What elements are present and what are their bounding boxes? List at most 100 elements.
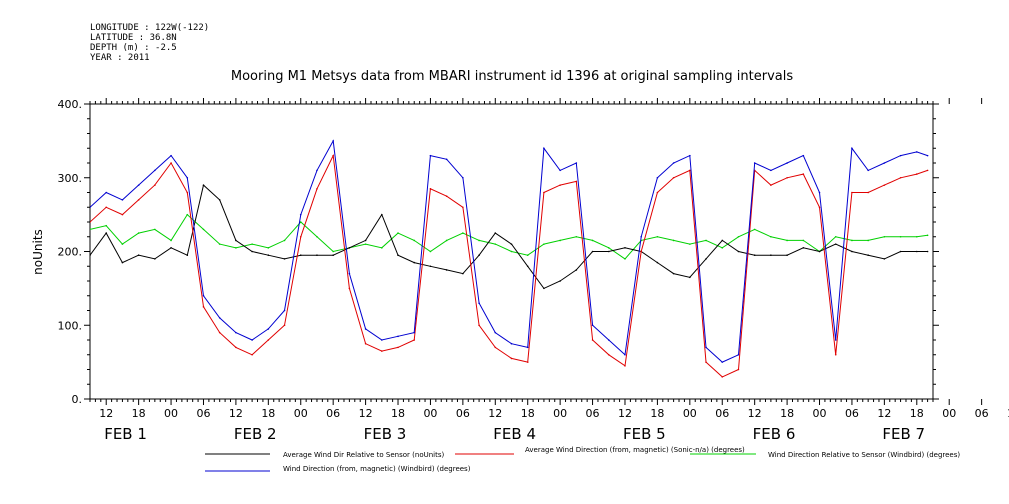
series-point [494, 331, 497, 334]
x-tick-label: 12 [618, 407, 632, 420]
x-tick-label: 06 [715, 407, 729, 420]
latitude-text: LATITUDE : 36.8N [90, 33, 177, 43]
series-point [543, 287, 545, 290]
series-point [478, 254, 480, 256]
x-tick-label: 06 [326, 407, 340, 420]
series-point [915, 235, 918, 238]
series-point [381, 339, 383, 341]
series-point [397, 232, 399, 234]
series-point [851, 239, 853, 242]
series-point [802, 154, 805, 157]
series-point [121, 213, 124, 216]
series-point [802, 173, 805, 175]
series-point [656, 235, 659, 238]
series-point [559, 184, 561, 186]
series-point [672, 162, 675, 164]
series-point [90, 254, 91, 256]
series-point [235, 239, 237, 242]
x-tick-label: 06 [586, 407, 600, 420]
series-point [478, 324, 480, 327]
series-point [786, 254, 788, 256]
series-point [753, 228, 756, 231]
series-point [721, 247, 724, 249]
x-axis: 12 18 00 06 12 18 00 06 12 18 00 06 12 18 00 06 12 18 00 06… [89, 98, 1009, 443]
series-point [770, 184, 772, 186]
legend-label: Average Wind Direction (from, magnetic) … [525, 446, 745, 454]
series-point [926, 250, 929, 253]
series-point [802, 247, 805, 249]
series-point [283, 258, 286, 260]
x-tick-label: 12 [877, 407, 891, 420]
series-point [672, 176, 675, 179]
series-point [656, 176, 659, 179]
series-point [899, 235, 902, 238]
series-line [90, 153, 928, 378]
series-point [737, 368, 740, 371]
series-point [462, 176, 464, 179]
x-tick-label: 12 [748, 407, 762, 420]
series-point [510, 357, 513, 360]
x-tick-label: 00 [553, 407, 567, 420]
x-tick-label: 06 [845, 407, 859, 420]
series-point [332, 254, 334, 256]
series-point [462, 206, 464, 209]
series-point [770, 169, 772, 172]
series-point [381, 350, 383, 352]
series-point [640, 235, 642, 238]
series-point [721, 361, 724, 363]
series-point [899, 250, 902, 253]
series-point [462, 272, 464, 275]
x-tick-label: 12 [1007, 407, 1009, 420]
chart-title: Mooring M1 Metsys data from MBARI instru… [231, 69, 793, 84]
series-point [218, 243, 221, 245]
series-point [105, 232, 108, 234]
series-point [413, 261, 416, 264]
x-tick-label: 00 [942, 407, 956, 420]
series-point [299, 235, 302, 238]
x-tick-label: 18 [780, 407, 794, 420]
x-tick-label: 18 [261, 407, 275, 420]
series-point [915, 250, 918, 253]
series-point [170, 239, 172, 242]
x-tick-label: 12 [99, 407, 113, 420]
series-line [90, 184, 928, 290]
series-point [348, 247, 351, 249]
header-info: LONGITUDE : 122W(-122) LATITUDE : 36.8N … [90, 23, 209, 63]
series-point [413, 239, 416, 242]
series-point [689, 169, 691, 172]
series-point [543, 147, 545, 150]
series-point [770, 235, 772, 238]
series-point [867, 254, 869, 256]
series-point [364, 239, 367, 242]
series-point [834, 235, 837, 238]
x-tick-label: 18 [391, 407, 405, 420]
series-point [559, 239, 561, 242]
series-point [834, 243, 837, 245]
series-point [883, 235, 886, 238]
series-point [445, 195, 448, 197]
series-point [737, 235, 740, 238]
series-point [137, 232, 140, 234]
series-point [137, 254, 140, 256]
series-point [575, 180, 578, 183]
series-point [526, 265, 529, 268]
series-point [154, 258, 156, 260]
series-point [607, 247, 610, 249]
series-point [90, 221, 91, 223]
series-point [283, 309, 286, 312]
series-point [267, 254, 270, 256]
x-tick-label: 12 [229, 407, 243, 420]
x-tick-label: 12 [359, 407, 373, 420]
series-point [899, 176, 902, 179]
series-point [218, 317, 221, 319]
series-point [526, 361, 529, 363]
series-point [445, 239, 448, 242]
series-point [283, 239, 286, 242]
series-point [364, 342, 367, 345]
series-point [170, 154, 172, 157]
series-point [267, 247, 270, 249]
series-point [186, 176, 189, 179]
series-point [381, 247, 383, 249]
series-point [559, 280, 561, 282]
longitude-text: LONGITUDE : 122W(-122) [90, 23, 209, 33]
